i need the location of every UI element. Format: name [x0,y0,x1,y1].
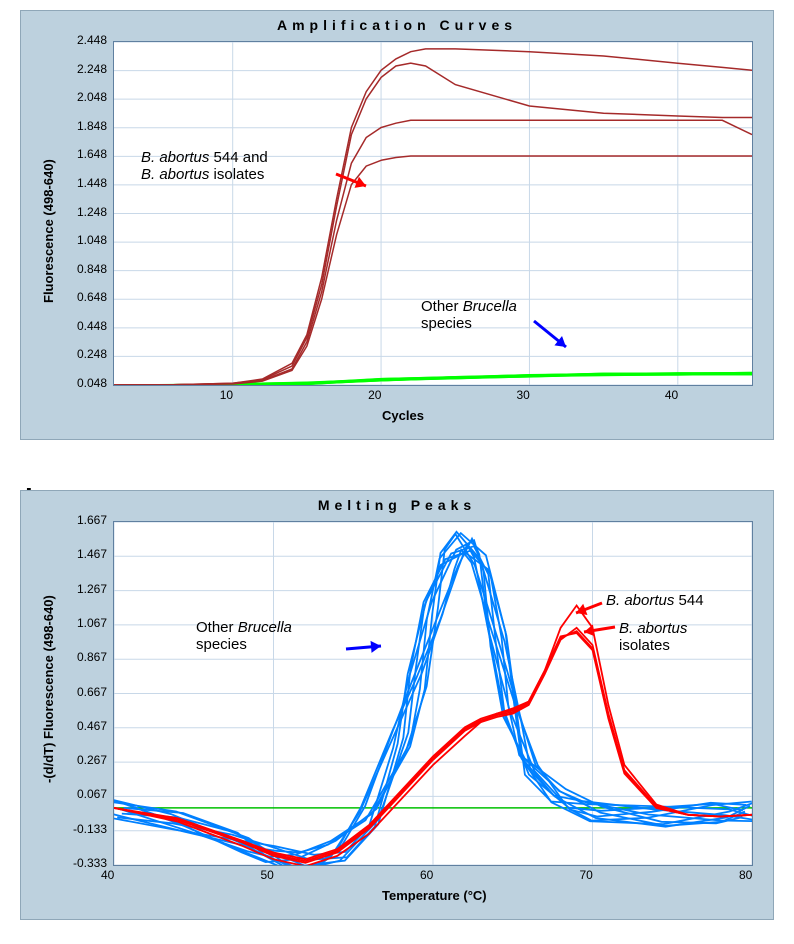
annotation-arrow-icon [21,11,773,439]
panel-b: Melting Peaks 4050607080-0.333-0.1330.06… [20,490,774,920]
panel-a: Amplification Curves 102030400.0480.2480… [20,10,774,440]
figure-root: a Amplification Curves 102030400.0480.24… [0,0,794,944]
annotation-arrow-icon [21,491,773,919]
